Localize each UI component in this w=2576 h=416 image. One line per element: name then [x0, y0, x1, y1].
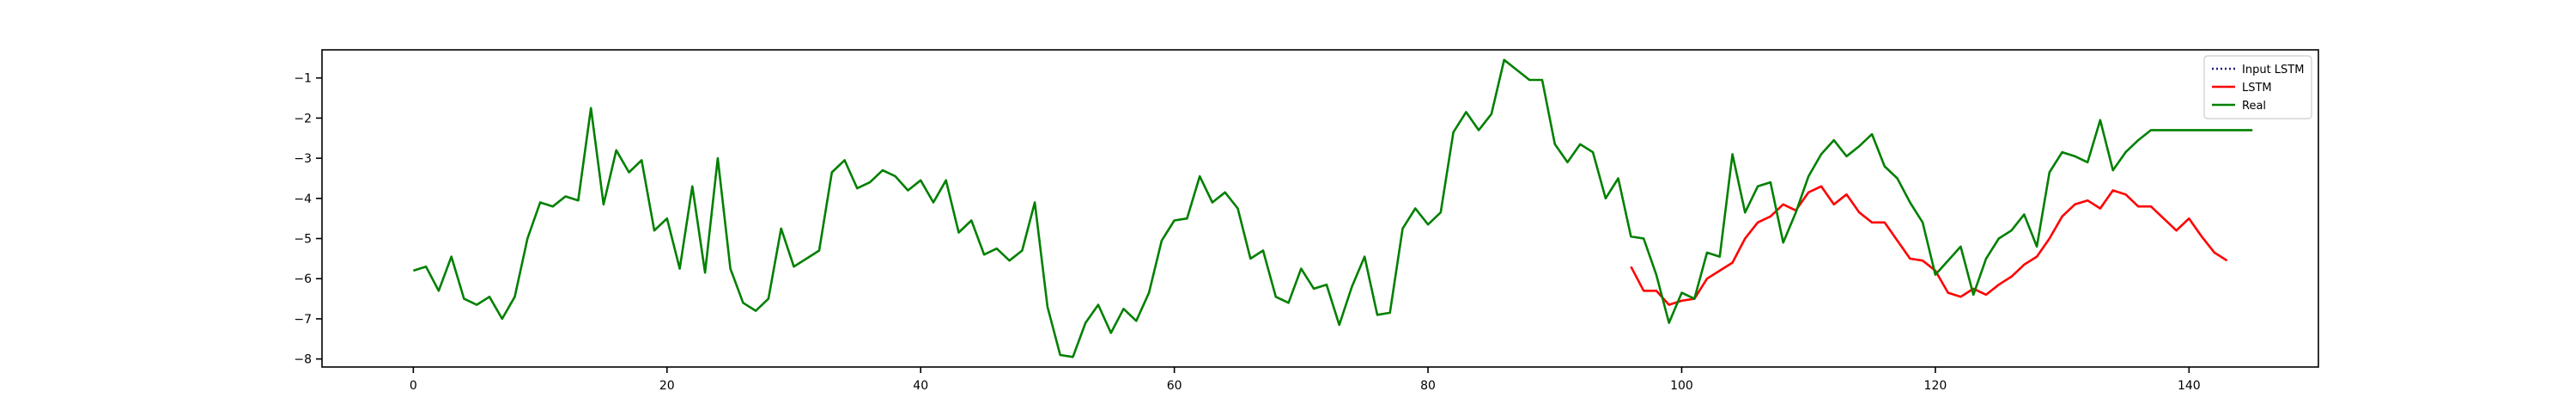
legend-label: LSTM: [2242, 82, 2272, 95]
x-tick-label: 120: [1924, 379, 1947, 393]
y-tick-label: −5: [294, 233, 312, 247]
x-tick-label: 100: [1670, 379, 1693, 393]
legend-box: [2203, 55, 2312, 119]
x-tick-label: 40: [913, 379, 928, 393]
x-tick-label: 60: [1167, 379, 1182, 393]
series-line-lstm: [1630, 185, 2228, 306]
y-tick-label: −1: [294, 72, 312, 86]
x-tick-label: 80: [1420, 379, 1436, 393]
legend-label: Input LSTM: [2242, 64, 2304, 76]
plot-frame: [321, 49, 2319, 368]
x-tick-label: 140: [2178, 379, 2201, 393]
y-tick-label: −7: [294, 313, 312, 327]
y-tick-label: −2: [294, 112, 312, 125]
y-tick-label: −8: [294, 353, 312, 367]
y-tick-label: −6: [294, 272, 312, 286]
y-tick-label: −3: [294, 152, 312, 166]
series-line-real: [413, 58, 2253, 358]
y-tick-label: −4: [294, 193, 312, 206]
x-tick-label: 0: [410, 379, 417, 393]
x-tick-label: 20: [659, 379, 675, 393]
legend-label: Real: [2242, 100, 2266, 113]
